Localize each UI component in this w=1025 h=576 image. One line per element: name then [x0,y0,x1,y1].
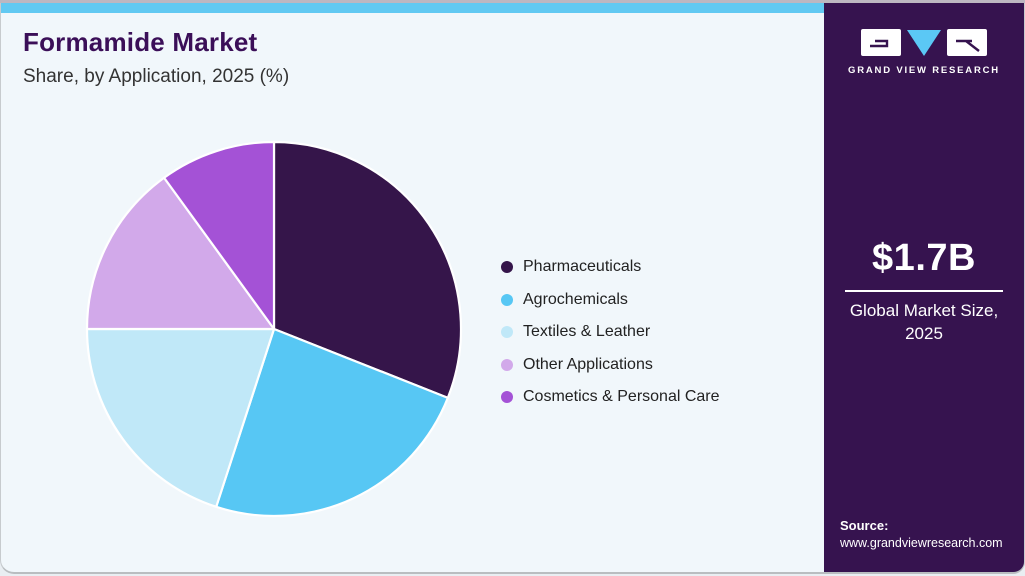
legend-item: Pharmaceuticals [501,256,720,278]
pie-slice-pharmaceuticals [272,140,463,399]
pie-slice-agrochemicals [215,327,449,518]
market-size-label: Global Market Size, 2025 [849,301,999,343]
page-subtitle: Share, by Application, 2025 (%) [23,66,290,87]
legend-dot-icon [501,358,513,371]
legend: Pharmaceuticals Agrochemicals Textiles & L… [501,256,720,419]
legend-label: Pharmaceuticals [523,258,642,275]
logo-r-icon [947,29,987,56]
chart-panel: Formamide Market Share, by Application, … [0,3,824,574]
logo-g-icon [861,29,901,56]
source-label: Source: [840,518,889,533]
brand-logo: GRAND VIEW RESEARCH [824,29,1024,76]
legend-label: Cosmetics & Personal Care [523,388,720,405]
legend-item: Agrochemicals [501,289,720,311]
pie-slice-textiles-leather [85,327,276,508]
logo-v-icon [907,30,941,56]
market-size-divider [845,290,1003,292]
legend-label: Textiles & Leather [523,323,651,340]
legend-dot-icon [501,293,513,306]
sidebar: GRAND VIEW RESEARCH $1.7B Global Market … [824,3,1025,574]
pie-chart [85,140,463,518]
legend-dot-icon [501,326,513,338]
source-block: Source: www.grandviewresearch.com [840,518,1003,550]
logo-marks [824,29,1024,56]
legend-item: Cosmetics & Personal Care [501,386,720,408]
page-title: Formamide Market [23,27,258,57]
pie-slice-cosmetics-personal-care [162,140,276,331]
top-border [0,0,1025,3]
legend-item: Other Applications [501,354,720,376]
legend-dot-icon [501,261,513,273]
logo-wordmark: GRAND VIEW RESEARCH [848,65,1000,76]
accent-bar [1,3,824,13]
legend-label: Agrochemicals [523,290,628,308]
legend-dot-icon [501,391,513,403]
pie-slice-other-applications [85,176,276,331]
source-url: www.grandviewresearch.com [840,536,1003,550]
legend-label: Other Applications [523,355,653,373]
market-size-block: $1.7B Global Market Size, 2025 [824,237,1024,346]
legend-item: Textiles & Leather [501,321,720,343]
market-size-value: $1.7B [872,237,976,279]
header: Formamide Market Share, by Application, … [23,27,289,88]
